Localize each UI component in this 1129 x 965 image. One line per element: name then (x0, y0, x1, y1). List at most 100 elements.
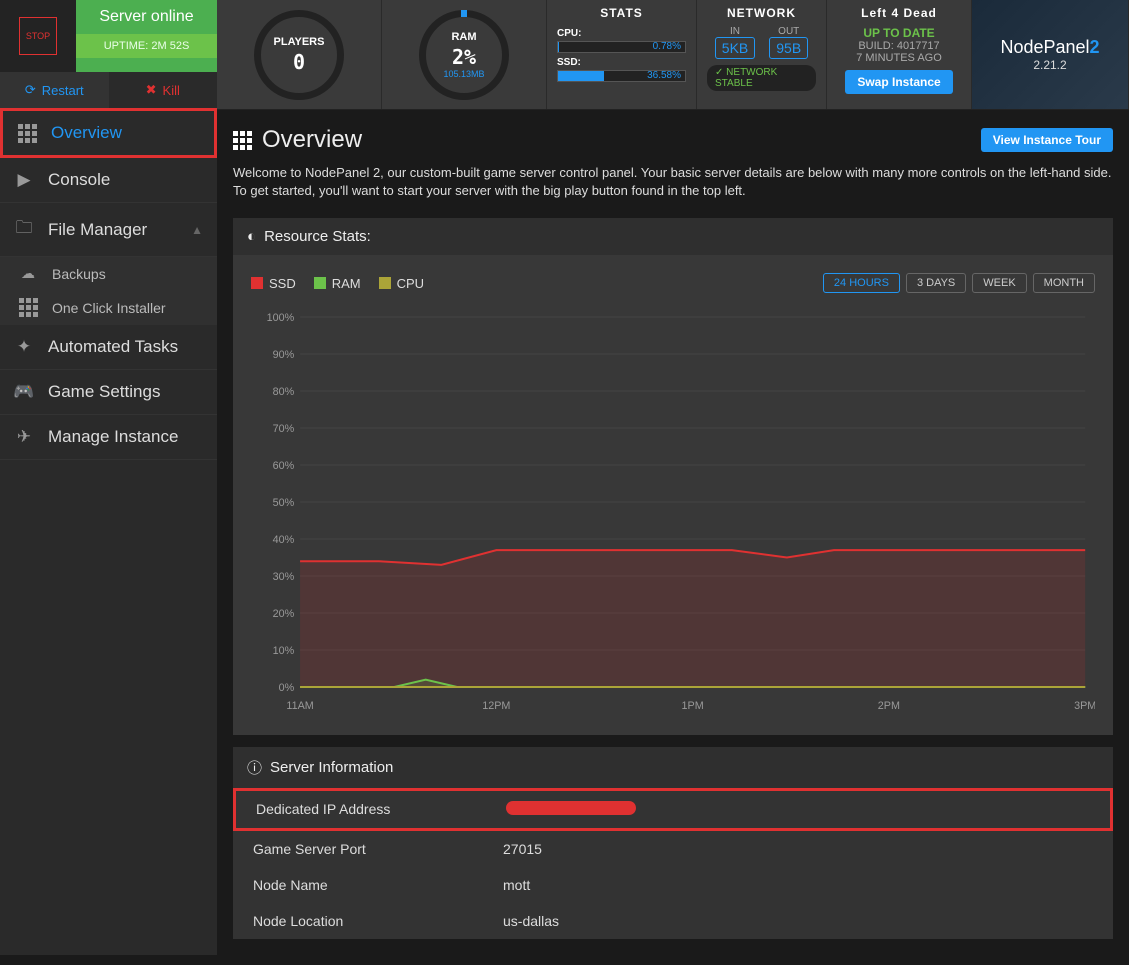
range-week-button[interactable]: WEEK (972, 273, 1026, 293)
legend-label: RAM (332, 276, 361, 291)
info-value: us-dallas (503, 913, 559, 929)
sidebar-item-installer[interactable]: One Click Installer (0, 290, 217, 325)
tasks-icon: ✦ (14, 337, 34, 357)
uptime-text: UPTIME: 2M 52S (76, 34, 217, 58)
game-status: UP TO DATE (863, 26, 934, 40)
server-info-title: Server Information (270, 759, 393, 776)
network-in-label: IN (715, 26, 755, 37)
sidebar-item-label: Manage Instance (48, 427, 178, 447)
range-3 days-button[interactable]: 3 DAYS (906, 273, 966, 293)
server-status-text: Server online (76, 0, 217, 34)
svg-text:2PM: 2PM (878, 700, 900, 712)
game-widget: Left 4 Dead UP TO DATE BUILD: 4017717 7 … (827, 0, 972, 109)
ram-widget: RAM 2% 105.13MB (382, 0, 547, 109)
stats-widget: STATS CPU: 0.78% SSD: 36.58% (547, 0, 697, 109)
chevron-up-icon: ▲ (191, 223, 203, 237)
legend-swatch (314, 277, 326, 289)
sidebar-item-overview[interactable]: Overview (0, 108, 217, 158)
ram-sub: 105.13MB (443, 69, 484, 79)
legend-swatch (251, 277, 263, 289)
build-age: 7 MINUTES AGO (856, 52, 942, 64)
legend-swatch (379, 277, 391, 289)
svg-text:70%: 70% (273, 423, 295, 435)
rocket-icon: ✈ (14, 427, 34, 447)
svg-text:50%: 50% (273, 497, 295, 509)
info-key: Game Server Port (253, 841, 503, 857)
restart-button[interactable]: ⟳ Restart (0, 72, 109, 108)
redacted-value (506, 801, 636, 815)
cpu-label: CPU: (557, 28, 581, 39)
overview-icon (233, 131, 252, 150)
game-title: Left 4 Dead (861, 6, 937, 20)
kill-button[interactable]: ✖ Kill (109, 72, 218, 108)
sidebar-item-label: One Click Installer (52, 300, 166, 316)
build-label: BUILD: (858, 40, 893, 52)
sidebar-item-label: Console (48, 170, 110, 190)
server-status-panel: Server online UPTIME: 2M 52S (76, 0, 217, 72)
legend-label: SSD (269, 276, 296, 291)
grid-icon (18, 298, 38, 317)
stats-title: STATS (600, 6, 643, 20)
network-out-label: OUT (769, 26, 808, 37)
resource-stats-title: Resource Stats: (264, 228, 371, 245)
players-title: PLAYERS (274, 36, 325, 48)
svg-text:20%: 20% (273, 608, 295, 620)
range-24 hours-button[interactable]: 24 HOURS (823, 273, 900, 293)
legend-label: CPU (397, 276, 424, 291)
server-info-header: ⓘ Server Information (233, 747, 1113, 788)
legend-item-ram: RAM (314, 276, 361, 291)
svg-text:30%: 30% (273, 571, 295, 583)
svg-text:10%: 10% (273, 645, 295, 657)
brand-name: NodePanel (1000, 37, 1089, 57)
svg-text:100%: 100% (267, 312, 295, 324)
ssd-pct: 36.58% (647, 70, 681, 81)
restart-icon: ⟳ (25, 82, 36, 98)
info-icon: ⓘ (247, 757, 262, 778)
sidebar-item-gamesettings[interactable]: 🎮 Game Settings (0, 370, 217, 415)
info-row: Game Server Port 27015 (233, 831, 1113, 867)
players-widget: PLAYERS 0 (217, 0, 382, 109)
info-row: Dedicated IP Address (233, 788, 1113, 831)
svg-text:40%: 40% (273, 534, 295, 546)
sidebar-item-manage[interactable]: ✈ Manage Instance (0, 415, 217, 460)
brand-version: 2.21.2 (1033, 58, 1066, 72)
info-value (506, 801, 636, 818)
svg-text:11AM: 11AM (286, 700, 313, 712)
svg-text:60%: 60% (273, 460, 295, 472)
cpu-pct: 0.78% (653, 41, 681, 52)
legend-item-cpu: CPU (379, 276, 424, 291)
players-value: 0 (293, 50, 305, 74)
range-month-button[interactable]: MONTH (1033, 273, 1095, 293)
sidebar-item-console[interactable]: ▶ Console (0, 158, 217, 203)
svg-text:80%: 80% (273, 386, 295, 398)
svg-text:1PM: 1PM (682, 700, 704, 712)
network-in-value: 5KB (715, 37, 755, 59)
kill-label: Kill (163, 83, 180, 98)
info-row: Node Name mott (233, 867, 1113, 903)
swap-instance-button[interactable]: Swap Instance (845, 70, 952, 94)
svg-text:90%: 90% (273, 349, 295, 361)
sidebar-item-label: Automated Tasks (48, 337, 178, 357)
info-key: Dedicated IP Address (256, 801, 506, 818)
sidebar-item-filemanager[interactable]: 🗀 File Manager ▲ (0, 203, 217, 257)
sidebar-item-label: Game Settings (48, 382, 160, 402)
view-tour-button[interactable]: View Instance Tour (981, 128, 1113, 152)
ram-title: RAM (451, 31, 476, 43)
restart-label: Restart (42, 83, 84, 98)
console-icon: ▶ (14, 170, 34, 190)
welcome-text: Welcome to NodePanel 2, our custom-built… (233, 164, 1113, 200)
sidebar-item-backups[interactable]: ☁ Backups (0, 257, 217, 290)
sidebar-item-label: File Manager (48, 220, 147, 240)
info-value: 27015 (503, 841, 542, 857)
info-key: Node Location (253, 913, 503, 929)
page-title: Overview (262, 126, 362, 154)
brand-widget: NodePanel2 2.21.2 (972, 0, 1129, 109)
info-value: mott (503, 877, 530, 893)
build-value: 4017717 (897, 40, 940, 52)
stop-button[interactable]: STOP (19, 17, 57, 55)
folder-icon: 🗀 (14, 215, 34, 244)
sidebar-item-automated[interactable]: ✦ Automated Tasks (0, 325, 217, 370)
network-status: NETWORK STABLE (707, 65, 816, 91)
sidebar-item-label: Overview (51, 123, 122, 143)
ram-value: 2% (452, 45, 476, 69)
